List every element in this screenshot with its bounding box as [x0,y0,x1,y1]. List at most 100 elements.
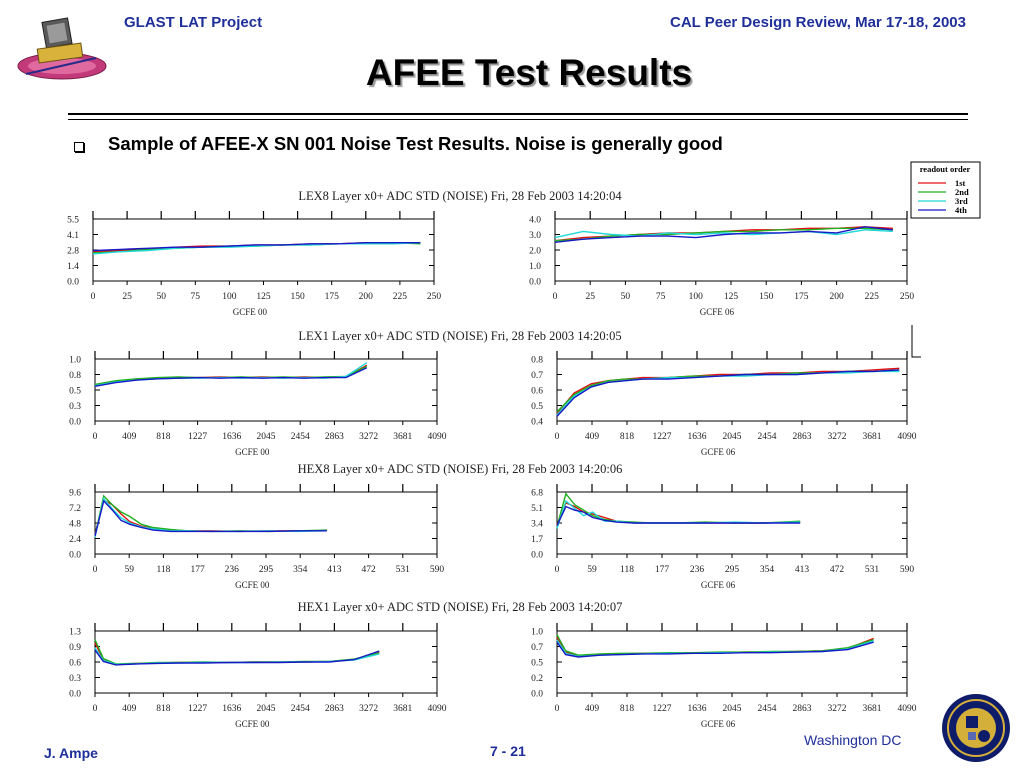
series-line-2nd [94,639,380,665]
x-tick-label: 225 [865,292,880,302]
x-tick-label: 236 [690,565,705,575]
y-tick-label: 1.4 [67,262,79,272]
x-tick-label: 1636 [688,704,707,714]
x-tick-label: 0 [555,432,560,442]
x-tick-label: 150 [290,292,305,302]
y-tick-label: 1.0 [69,356,81,366]
x-tick-label: 354 [760,565,775,575]
chart-title: HEX8 Layer x0+ ADC STD (NOISE) Fri, 28 F… [298,462,623,476]
bullet-text: Sample of AFEE-X SN 001 Noise Test Resul… [108,133,723,154]
y-tick-label: 0.4 [531,418,543,428]
y-tick-label: 0.0 [531,690,543,700]
series-line-3rd [554,229,893,239]
footer-author: J. Ampe [44,745,98,761]
y-tick-label: 4.0 [529,216,541,226]
plot-frame [556,358,908,422]
y-tick-label: 2.8 [67,247,79,257]
x-tick-label: 590 [900,565,915,575]
x-tick-label: 409 [122,432,137,442]
x-tick-label: 50 [621,292,631,302]
x-tick-label: 1227 [653,704,672,714]
x-tick-label: 3681 [863,704,882,714]
x-tick-label: 4090 [898,432,917,442]
x-tick-label: 200 [359,292,374,302]
series-line-1st [556,501,801,526]
x-tick-label: 472 [361,565,376,575]
x-axis-label: GCFE 00 [235,580,270,590]
y-tick-label: 2.0 [529,247,541,257]
y-tick-label: 5.5 [67,216,79,226]
x-tick-label: 177 [655,565,670,575]
x-tick-label: 118 [156,565,170,575]
y-tick-label: 6.8 [531,489,543,499]
series-line-2nd [554,227,893,242]
x-tick-label: 75 [656,292,666,302]
x-tick-label: 3272 [359,432,378,442]
x-tick-label: 413 [795,565,810,575]
x-tick-label: 531 [396,565,411,575]
x-tick-label: 175 [325,292,340,302]
x-tick-label: 1636 [688,432,707,442]
plot-frame [556,630,908,694]
y-tick-label: 0.6 [531,387,543,397]
x-tick-label: 2863 [325,704,344,714]
y-tick-label: 0.5 [531,402,543,412]
x-tick-label: 2045 [723,704,742,714]
x-tick-label: 59 [124,565,134,575]
x-tick-label: 3681 [863,432,882,442]
x-tick-label: 2045 [257,704,276,714]
x-tick-label: 250 [900,292,915,302]
series-line-1st [94,364,368,386]
x-tick-label: 4090 [428,704,447,714]
y-tick-label: 0.0 [69,690,81,700]
x-tick-label: 59 [587,565,597,575]
plot-panel: 0 409 818 1227 1636 2045 2454 2863 3272 3681 4090 G… [531,623,917,729]
legend-entry-2nd: 2nd [955,187,969,197]
x-tick-label: 1227 [653,432,672,442]
x-tick-label: 125 [256,292,271,302]
x-tick-label: 1227 [188,432,207,442]
x-tick-label: 3272 [828,704,847,714]
x-tick-label: 2045 [257,432,276,442]
series-line-3rd [94,362,368,387]
review-header: CAL Peer Design Review, Mar 17-18, 2003 [670,14,966,31]
frame-corner [911,325,921,358]
slide-title: AFEE Test Results [365,52,693,93]
x-tick-label: 2045 [723,432,742,442]
x-tick-label: 0 [555,565,560,575]
x-tick-label: 0 [93,432,98,442]
legend: readout order 1st 2nd 3rd 4th [910,161,981,219]
x-axis-label: GCFE 06 [701,447,736,457]
y-tick-label: 0.9 [69,643,81,653]
x-tick-label: 2454 [758,704,777,714]
x-tick-label: 3272 [359,704,378,714]
x-tick-label: 818 [156,432,171,442]
x-axis-label: GCFE 06 [701,719,736,729]
x-tick-label: 125 [724,292,739,302]
x-tick-label: 150 [759,292,774,302]
x-tick-label: 409 [122,704,137,714]
series-line-4th [556,369,900,417]
series-line-4th [92,241,421,252]
charts-layer: LEX8 Layer x0+ ADC STD (NOISE) Fri, 28 F… [67,189,917,729]
y-tick-label: 3.0 [529,231,541,241]
x-axis-label: GCFE 00 [233,307,268,317]
y-tick-label: 0.0 [529,278,541,288]
series-line-3rd [556,370,900,416]
x-tick-label: 236 [225,565,240,575]
x-tick-label: 2863 [325,432,344,442]
legend-frame [910,161,981,219]
y-tick-label: 0.7 [531,643,543,653]
x-tick-label: 25 [122,292,132,302]
x-tick-label: 118 [620,565,634,575]
plot-frame [94,358,438,422]
x-tick-label: 25 [585,292,595,302]
project-header: GLAST LAT Project [124,14,263,31]
series-line-1st [556,367,900,414]
x-tick-label: 0 [555,704,560,714]
x-tick-label: 409 [585,704,600,714]
glast-logo [17,17,107,80]
series-line-2nd [556,492,801,527]
title-divider [68,113,968,120]
